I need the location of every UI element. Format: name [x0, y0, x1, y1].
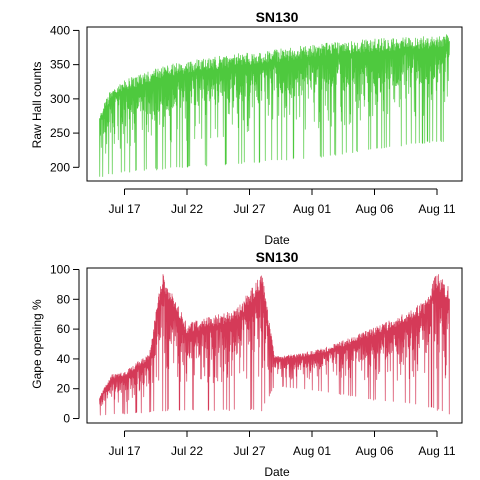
x-axis: Jul 17 Jul 22 Jul 27 Aug 01 Aug 06 Aug 11	[108, 430, 456, 458]
y-tick-label: 60	[57, 322, 71, 336]
y-axis-label: Raw Hall counts	[30, 62, 44, 149]
x-tick-label: Jul 27	[233, 444, 265, 458]
x-tick-label: Jul 17	[108, 444, 140, 458]
x-axis-label: Date	[264, 233, 290, 247]
y-tick-label: 20	[57, 382, 71, 396]
x-tick-label: Aug 01	[293, 202, 331, 216]
y-axis: 0 20 40 60 80 100	[50, 262, 80, 426]
series-line	[99, 274, 450, 416]
chart-panel-gape: SN130 Gape opening % Date 0 20 40 60 80 100 J…	[30, 249, 463, 479]
y-tick-label: 40	[57, 352, 71, 366]
chart-panel-hall: SN130 Raw Hall counts Date 200 250 300 350 4…	[30, 9, 463, 247]
x-tick-label: Jul 22	[171, 444, 203, 458]
y-tick-label: 0	[63, 412, 70, 426]
x-tick-label: Aug 06	[355, 202, 393, 216]
x-tick-label: Aug 11	[418, 202, 455, 216]
x-tick-label: Jul 17	[108, 202, 140, 216]
x-axis-label: Date	[264, 465, 290, 479]
x-tick-label: Aug 11	[418, 444, 455, 458]
y-tick-label: 400	[50, 23, 70, 37]
plot-frame	[86, 26, 463, 182]
y-tick-label: 300	[50, 92, 70, 106]
y-axis-label: Gape opening %	[30, 299, 44, 389]
y-tick-label: 200	[50, 160, 70, 174]
chart-title: SN130	[256, 9, 299, 25]
x-tick-label: Jul 27	[233, 202, 265, 216]
plot-series-area	[99, 34, 450, 177]
y-axis: 200 250 300 350 400	[50, 23, 80, 174]
x-tick-label: Jul 22	[171, 202, 203, 216]
x-tick-label: Aug 06	[355, 444, 393, 458]
y-tick-label: 350	[50, 58, 70, 72]
y-tick-label: 100	[50, 262, 70, 276]
plot-series-area	[99, 274, 450, 416]
series-line	[99, 34, 450, 177]
y-tick-label: 80	[57, 292, 71, 306]
chart-title: SN130	[256, 249, 299, 265]
plot-frame	[86, 267, 463, 424]
x-axis: Jul 17 Jul 22 Jul 27 Aug 01 Aug 06 Aug 11	[108, 188, 456, 216]
x-tick-label: Aug 01	[293, 444, 331, 458]
y-tick-label: 250	[50, 126, 70, 140]
